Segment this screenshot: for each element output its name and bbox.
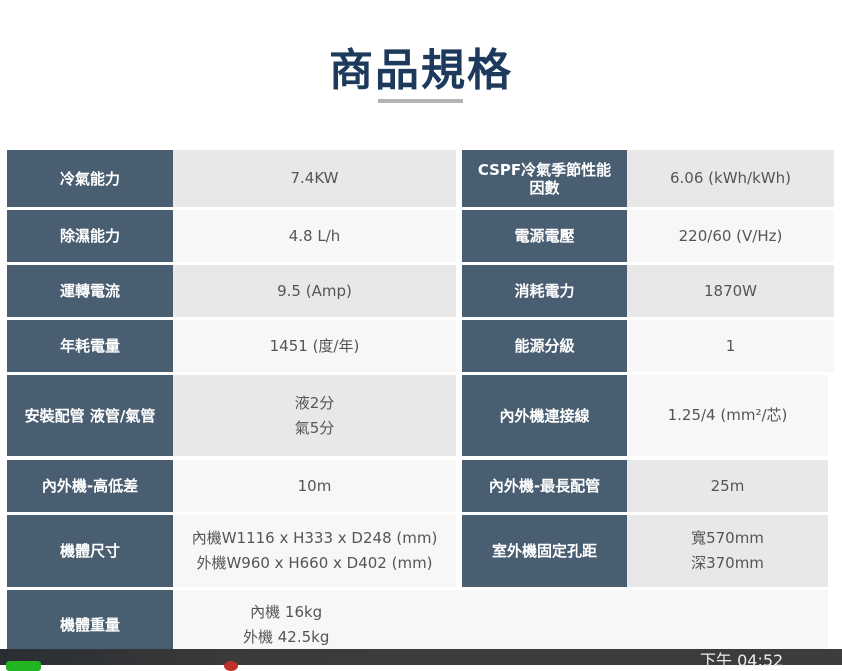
spec-value: 10m	[173, 460, 456, 512]
value-line: 7.4KW	[290, 169, 339, 187]
spec-value: 液2分 氣5分	[173, 375, 456, 456]
taskbar: 下午 04:52	[0, 649, 842, 671]
spec-value: 寬570mm 深370mm	[627, 515, 828, 587]
spec-label: CSPF冷氣季節性能因數	[462, 150, 627, 207]
spec-value: 9.5 (Amp)	[173, 265, 456, 317]
spec-value: 1870W	[627, 265, 834, 317]
spec-label: 機體尺寸	[7, 515, 173, 587]
value-line: 10m	[297, 476, 332, 495]
app-icon[interactable]	[6, 661, 41, 671]
spec-value: 4.8 L/h	[173, 210, 456, 262]
spec-value: 6.06 (kWh/kWh)	[627, 150, 834, 207]
value-line: 4.8 L/h	[288, 226, 341, 245]
page-title: 商品規格	[329, 45, 513, 96]
table-row: 機體尺寸 內機W1116 x H333 x D248 (mm) 外機W960 x H…	[7, 515, 834, 587]
title-divider	[378, 99, 463, 103]
value-line: 內機 16kg	[250, 603, 323, 621]
table-row: 除濕能力 4.8 L/h 電源電壓 220/60 (V/Hz)	[7, 210, 834, 262]
value-line: 氣5分	[294, 418, 335, 437]
spec-label: 內外機-最長配管	[462, 460, 627, 512]
spec-label: 年耗電量	[7, 320, 173, 372]
table-row: 機體重量 內機 16kg 外機 42.5kg	[7, 590, 834, 660]
spec-value: 內機W1116 x H333 x D248 (mm) 外機W960 x H660 …	[173, 515, 456, 587]
table-row: 冷氣能力 7.4KW CSPF冷氣季節性能因數 6.06 (kWh/kWh)	[7, 150, 834, 207]
spec-label: 室外機固定孔距	[462, 515, 627, 587]
table-row: 運轉電流 9.5 (Amp) 消耗電力 1870W	[7, 265, 834, 317]
spec-label: 消耗電力	[462, 265, 627, 317]
spec-label: 內外機-高低差	[7, 460, 173, 512]
table-row: 安裝配管 液管/氣管 液2分 氣5分 內外機連接線 1.25/4 (mm²/芯)	[7, 375, 834, 456]
value-line: 外機 42.5kg	[243, 628, 330, 646]
spec-label: 電源電壓	[462, 210, 627, 262]
spec-label: 運轉電流	[7, 265, 173, 317]
value-line: 9.5 (Amp)	[277, 281, 352, 300]
spec-value: 內機 16kg 外機 42.5kg	[173, 590, 828, 660]
spec-value: 25m	[627, 460, 828, 512]
value-line: 1	[725, 336, 736, 355]
spec-label: 能源分級	[462, 320, 627, 372]
clock: 下午 04:52	[700, 651, 784, 670]
spec-label: 冷氣能力	[7, 150, 173, 207]
value-line: 外機W960 x H660 x D402 (mm)	[196, 554, 433, 572]
spec-value: 1.25/4 (mm²/芯)	[627, 375, 828, 456]
table-row: 內外機-高低差 10m 內外機-最長配管 25m	[7, 460, 834, 512]
spec-value: 7.4KW	[173, 150, 456, 207]
spec-label: 除濕能力	[7, 210, 173, 262]
value-line: 6.06 (kWh/kWh)	[670, 169, 791, 187]
spec-value: 220/60 (V/Hz)	[627, 210, 834, 262]
spec-label: 機體重量	[7, 590, 173, 660]
app-icon[interactable]	[224, 661, 238, 671]
value-line: 寬570mm	[691, 529, 764, 547]
value-line: 液2分	[294, 393, 335, 412]
value-line: 1870W	[703, 281, 757, 300]
table-row: 年耗電量 1451 (度/年) 能源分級 1	[7, 320, 834, 372]
spec-label: 安裝配管 液管/氣管	[7, 375, 173, 456]
value-line: 1451 (度/年)	[269, 336, 360, 355]
spec-value: 1	[627, 320, 834, 372]
value-line: 25m	[710, 476, 745, 495]
value-line: 1.25/4 (mm²/芯)	[667, 406, 788, 424]
spec-label: 內外機連接線	[462, 375, 627, 456]
spec-value: 1451 (度/年)	[173, 320, 456, 372]
value-line: 深370mm	[691, 554, 764, 572]
value-line: 內機W1116 x H333 x D248 (mm)	[191, 529, 438, 547]
value-line: 220/60 (V/Hz)	[678, 226, 783, 245]
